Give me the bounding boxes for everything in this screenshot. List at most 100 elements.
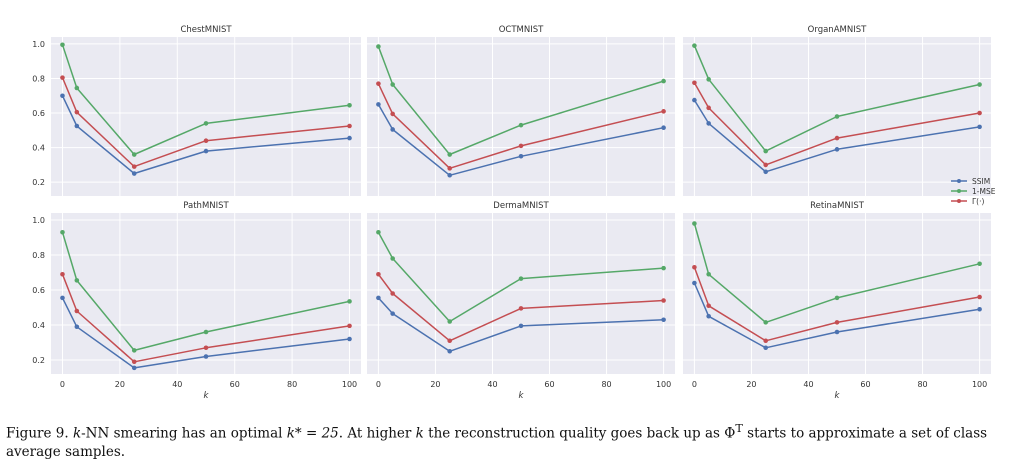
data-point-one-minus-mse xyxy=(661,265,666,271)
panel-background xyxy=(367,37,675,196)
legend-marker-gamma xyxy=(957,199,961,203)
data-point-gamma xyxy=(706,303,711,309)
data-point-one-minus-mse xyxy=(447,319,453,324)
y-tick-label: 0.2 xyxy=(32,178,45,187)
data-point-one-minus-mse xyxy=(131,152,137,157)
data-point-ssim xyxy=(74,123,80,129)
x-axis-label: k xyxy=(835,391,841,400)
data-point-ssim xyxy=(977,124,982,130)
data-point-one-minus-mse xyxy=(763,148,769,154)
data-point-ssim xyxy=(518,153,524,159)
data-point-gamma xyxy=(763,162,769,168)
data-point-gamma xyxy=(203,138,209,143)
data-point-gamma xyxy=(376,271,381,277)
panel-retinamnist: RetinaMNIST 0 20 40 60 80 100 k xyxy=(683,201,991,400)
x-tick-label: 100 xyxy=(342,380,357,389)
data-point-gamma xyxy=(347,323,352,329)
data-point-gamma xyxy=(518,306,524,311)
data-point-one-minus-mse xyxy=(376,229,381,235)
data-point-gamma xyxy=(661,109,666,114)
x-axis-label: k xyxy=(204,391,210,400)
data-point-ssim xyxy=(447,348,453,354)
data-point-ssim xyxy=(390,311,395,316)
data-point-ssim xyxy=(763,169,769,175)
data-point-one-minus-mse xyxy=(977,261,982,267)
data-point-ssim xyxy=(977,306,982,312)
data-point-ssim xyxy=(347,336,352,342)
data-point-one-minus-mse xyxy=(203,329,209,335)
x-tick-label: 60 xyxy=(860,380,870,389)
legend-label-ssim: SSIM xyxy=(972,177,990,186)
x-tick-label: 60 xyxy=(230,380,240,389)
y-tick-label: 0.8 xyxy=(32,74,45,83)
data-point-gamma xyxy=(977,110,982,116)
x-axis-label: k xyxy=(519,391,525,400)
data-point-ssim xyxy=(60,93,65,99)
panel-title: OrganAMNIST xyxy=(808,25,867,35)
panel-background xyxy=(367,213,675,374)
data-point-ssim xyxy=(834,329,840,335)
panel-organamnist: OrganAMNIST xyxy=(683,25,991,196)
data-point-one-minus-mse xyxy=(203,121,209,126)
data-point-one-minus-mse xyxy=(347,102,352,108)
data-point-gamma xyxy=(60,271,65,277)
y-tick-label: 0.6 xyxy=(32,286,45,295)
data-point-one-minus-mse xyxy=(834,114,840,119)
data-point-one-minus-mse xyxy=(60,229,65,235)
data-point-gamma xyxy=(131,359,137,365)
data-point-one-minus-mse xyxy=(692,43,697,48)
y-tick-label: 0.2 xyxy=(32,356,45,365)
x-tick-label: 0 xyxy=(376,380,381,389)
x-tick-label: 100 xyxy=(972,380,987,389)
figure-caption: Figure 9. k-NN smearing has an optimal k… xyxy=(6,422,988,460)
panel-background xyxy=(683,213,991,374)
y-tick-label: 0.8 xyxy=(32,251,45,260)
data-point-gamma xyxy=(390,111,395,117)
data-point-one-minus-mse xyxy=(347,299,352,304)
data-point-gamma xyxy=(60,75,65,80)
data-point-gamma xyxy=(390,291,395,296)
data-point-one-minus-mse xyxy=(376,44,381,49)
data-point-gamma xyxy=(347,123,352,129)
data-point-ssim xyxy=(447,172,453,178)
data-point-one-minus-mse xyxy=(60,42,65,48)
data-point-gamma xyxy=(447,338,453,344)
legend-marker-ssim xyxy=(957,179,961,183)
data-point-gamma xyxy=(763,338,769,344)
panel-title: DermaMNIST xyxy=(493,201,549,211)
panel-title: ChestMNIST xyxy=(180,25,232,35)
data-point-ssim xyxy=(692,280,697,286)
x-tick-label: 40 xyxy=(803,380,813,389)
data-point-one-minus-mse xyxy=(74,278,80,283)
y-tick-label: 0.4 xyxy=(32,321,45,330)
panel-title: OCTMNIST xyxy=(499,25,544,35)
x-tick-label: 40 xyxy=(172,380,182,389)
x-tick-label: 40 xyxy=(487,380,497,389)
data-point-one-minus-mse xyxy=(661,78,666,84)
data-point-ssim xyxy=(131,171,137,176)
panel-octmnist: OCTMNIST xyxy=(367,25,675,196)
data-point-gamma xyxy=(706,105,711,111)
data-point-ssim xyxy=(518,323,524,329)
data-point-ssim xyxy=(60,295,65,301)
legend-label-one-minus-mse: 1-MSE xyxy=(972,187,996,196)
x-tick-label: 60 xyxy=(544,380,554,389)
data-point-gamma xyxy=(74,308,80,314)
data-point-one-minus-mse xyxy=(74,85,80,91)
y-tick-label: 0.4 xyxy=(32,144,45,153)
panel-dermamnist: DermaMNIST 0 20 40 60 80 100 k xyxy=(367,201,675,400)
data-point-one-minus-mse xyxy=(706,77,711,82)
panel-pathmnist: PathMNIST 0.2 0.4 0.6 0.8 1.0 0 20 40 60 80 100 k xyxy=(32,201,361,400)
caption-phi: Φ xyxy=(724,425,736,442)
y-tick-label: 1.0 xyxy=(32,216,45,225)
data-point-gamma xyxy=(834,320,840,325)
data-point-gamma xyxy=(203,345,209,351)
legend-marker-one-minus-mse xyxy=(957,189,961,193)
panel-chestmnist: ChestMNIST 0.2 0.4 0.6 0.8 1.0 xyxy=(32,25,361,196)
data-point-ssim xyxy=(661,317,666,323)
data-point-ssim xyxy=(74,324,80,330)
x-tick-label: 100 xyxy=(656,380,671,389)
data-point-gamma xyxy=(661,298,666,303)
x-tick-label: 80 xyxy=(287,380,297,389)
data-point-ssim xyxy=(347,135,352,141)
